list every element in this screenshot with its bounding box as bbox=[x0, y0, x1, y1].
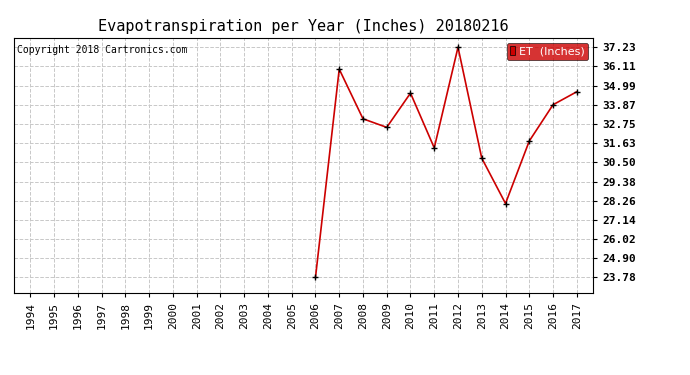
Legend: ET  (Inches): ET (Inches) bbox=[506, 43, 588, 60]
Title: Evapotranspiration per Year (Inches) 20180216: Evapotranspiration per Year (Inches) 201… bbox=[98, 18, 509, 33]
Text: Copyright 2018 Cartronics.com: Copyright 2018 Cartronics.com bbox=[17, 45, 187, 55]
